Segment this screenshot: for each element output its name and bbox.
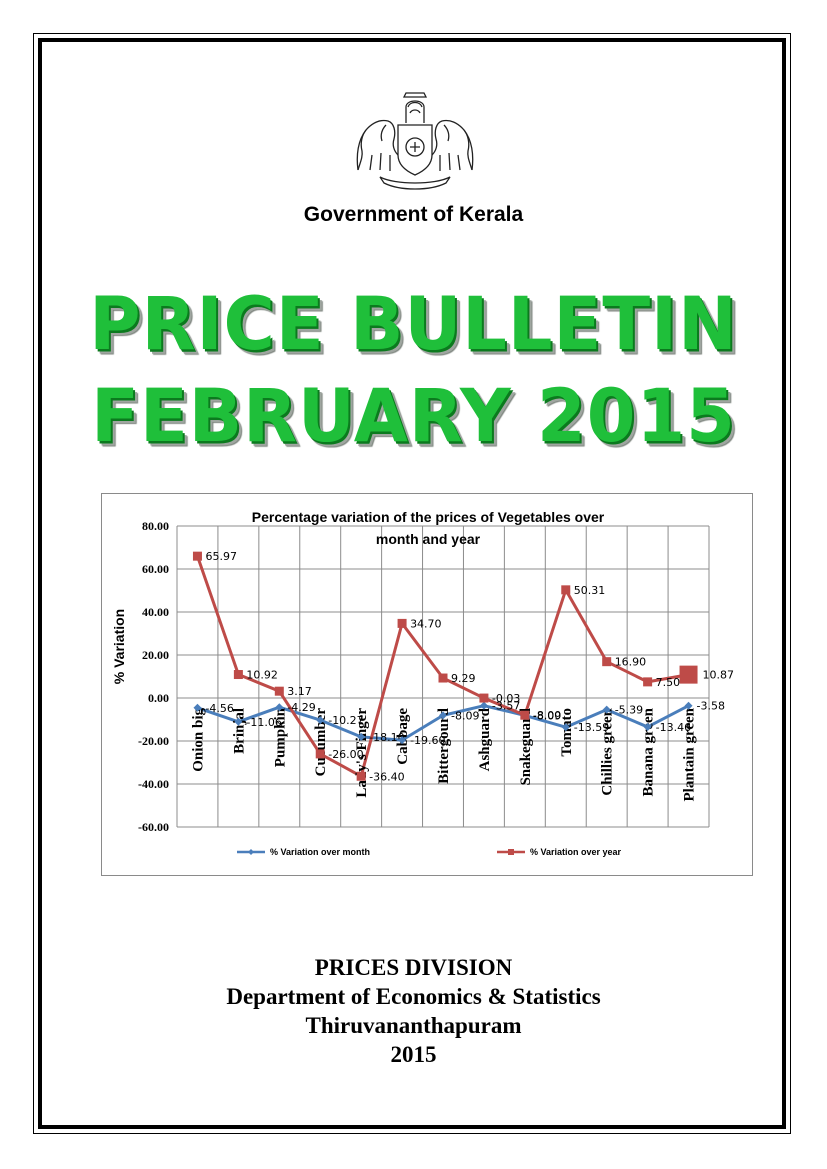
data-point-year	[602, 657, 612, 667]
bulletin-title: PRICE BULLETIN	[89, 280, 738, 368]
x-category-label: Pumpkin	[272, 707, 288, 767]
data-point-month	[439, 711, 447, 720]
data-point-month	[398, 736, 407, 745]
data-point-year	[315, 749, 325, 759]
x-category-label: Bittergourd	[436, 707, 452, 783]
chart-canvas: 80.00 60.00 40.00 20.00 0.00 -20.00 -40.00 -60.…	[111, 509, 735, 857]
y-tick-label: 20.00	[142, 648, 169, 662]
data-label: -11.06	[246, 716, 281, 729]
data-point-month	[316, 716, 325, 725]
data-point-month	[357, 732, 366, 741]
data-label: -3.57	[492, 700, 520, 713]
publication-year: 2015	[390, 1042, 437, 1067]
data-label: -8.00	[533, 709, 561, 722]
data-label: -4.29	[287, 701, 315, 714]
y-axis-label: % Variation	[111, 609, 127, 684]
data-point-year	[356, 771, 366, 781]
data-point-year	[479, 693, 489, 703]
legend-marker	[248, 849, 254, 855]
data-label: 9.29	[451, 672, 476, 685]
x-category-label: Ashguard	[477, 707, 493, 771]
data-label: 10.92	[246, 669, 278, 682]
data-label: -4.56	[205, 702, 233, 715]
data-point-year	[679, 665, 698, 684]
data-point-month	[479, 701, 488, 710]
data-point-month	[193, 703, 202, 712]
data-point-month	[602, 705, 611, 714]
government-name: Government of Kerala	[303, 203, 524, 226]
data-label: -36.40	[369, 770, 404, 783]
bulletin-month-year: FEBRUARY 2015	[91, 372, 736, 460]
division-name: PRICES DIVISION	[314, 955, 513, 980]
legend-label: % Variation over month	[270, 847, 370, 857]
data-point-year	[397, 618, 407, 628]
data-label: -13.59	[574, 721, 609, 734]
y-tick-label: 60.00	[142, 562, 169, 576]
data-label: -18.10	[369, 731, 404, 744]
data-point-month	[275, 703, 284, 712]
data-label: -19.60	[410, 734, 445, 747]
y-tick-label: 0.00	[148, 691, 169, 705]
page-outer-border	[33, 33, 791, 1134]
data-point-year	[192, 551, 202, 561]
data-label: 50.31	[574, 584, 606, 597]
data-point-month	[643, 722, 652, 731]
data-point-year	[643, 677, 653, 687]
data-label: -0.03	[492, 692, 520, 705]
y-tick-label: -20.00	[138, 734, 169, 748]
x-category-label: Plantain green	[682, 707, 698, 801]
data-label: 16.90	[615, 656, 647, 669]
data-label: -13.46	[656, 721, 691, 734]
data-label: -10.27	[328, 714, 363, 727]
data-point-month	[561, 723, 570, 732]
data-label: 34.70	[410, 617, 442, 630]
data-label: -8.09	[451, 709, 479, 722]
x-category-label: Cucumber	[313, 708, 329, 777]
y-tick-label: 40.00	[142, 605, 169, 619]
data-label: 10.87	[703, 669, 735, 682]
y-tick-label: -60.00	[138, 820, 169, 834]
legend-label: % Variation over year	[530, 847, 622, 857]
data-label: -5.39	[615, 704, 643, 717]
kerala-emblem-icon	[356, 92, 474, 190]
y-tick-label: -40.00	[138, 777, 169, 791]
legend-marker	[508, 849, 514, 855]
data-point-year	[438, 673, 448, 683]
city-name: Thiruvananthapuram	[305, 1013, 522, 1038]
x-category-label: Tomato	[559, 708, 575, 757]
chart-title-line-2: month and year	[376, 531, 481, 547]
data-label: -8.09	[533, 709, 561, 722]
x-category-label: Onion big	[190, 708, 206, 772]
data-point-year	[520, 710, 530, 720]
data-label: -3.58	[697, 700, 725, 713]
x-category-label: Banana green	[641, 707, 657, 796]
data-point-year	[233, 670, 243, 680]
page-inner-border	[38, 38, 786, 1129]
data-label: 3.17	[287, 685, 312, 698]
data-label: 65.97	[205, 550, 237, 563]
department-name: Department of Economics & Statistics	[226, 984, 601, 1009]
data-label: 7.50	[656, 676, 681, 689]
vegetable-price-chart: 80.00 60.00 40.00 20.00 0.00 -20.00 -40.00 -60.…	[101, 493, 753, 876]
data-label: -26.00	[328, 748, 363, 761]
data-point-month	[684, 701, 693, 710]
data-point-year	[561, 585, 571, 595]
chart-title-line-1: Percentage variation of the prices of Ve…	[252, 509, 605, 525]
data-point-year	[274, 686, 284, 696]
x-category-label: Chillies green	[600, 707, 616, 795]
x-category-label: Cabbage	[395, 708, 411, 765]
x-category-label: Snakeguard	[518, 707, 534, 785]
data-point-month	[234, 717, 243, 726]
x-category-label: Brinjal	[231, 708, 247, 754]
y-tick-label: 80.00	[142, 519, 169, 533]
